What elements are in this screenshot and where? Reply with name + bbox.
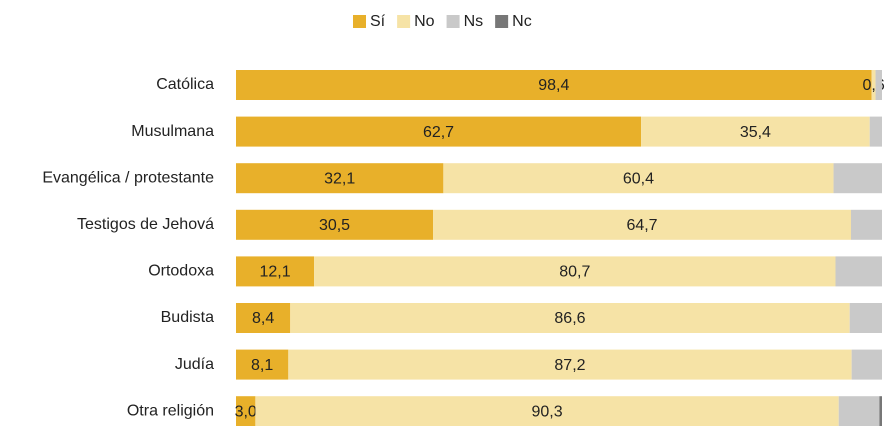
y-tick-label: Católica (156, 76, 214, 93)
data-label: 3,0 (235, 403, 257, 420)
data-label: 64,7 (626, 217, 657, 234)
data-label: 60,4 (623, 170, 654, 187)
data-label: 32,1 (324, 170, 355, 187)
bar-segment (236, 70, 872, 100)
legend-label: Nc (512, 13, 532, 30)
y-tick-label: Musulmana (131, 123, 214, 140)
data-label: 12,1 (260, 264, 291, 281)
bar-segment (871, 70, 876, 100)
legend-swatch (446, 15, 460, 28)
legend-swatch (397, 15, 411, 28)
bar-segment (314, 256, 836, 287)
bar-segment (236, 303, 291, 333)
bar-segment (641, 116, 870, 147)
bar-segment (850, 209, 882, 240)
y-tick-label: Evangélica / protestante (42, 169, 214, 186)
bar-segment (835, 256, 882, 287)
legend-label: No (414, 13, 435, 30)
bar-segment (290, 303, 850, 333)
bar-segment (869, 116, 882, 147)
y-tick-label: Ortodoxa (148, 263, 214, 280)
legend-label: Sí (370, 13, 386, 30)
bar-segment (443, 163, 834, 194)
y-tick-label: Judía (175, 356, 214, 373)
data-label: 87,2 (554, 357, 585, 374)
bar-segment (851, 349, 882, 380)
bar-segment (236, 163, 444, 194)
data-label: 62,7 (423, 124, 454, 141)
legend-swatch (353, 15, 366, 28)
bar-segment (236, 209, 434, 240)
bar-segment (255, 396, 839, 426)
data-label: 35,4 (740, 124, 771, 141)
bar-segment (288, 349, 852, 380)
y-tick-label: Testigos de Jehová (77, 216, 214, 233)
data-label: 86,6 (554, 310, 585, 327)
bar-segment (879, 396, 882, 426)
data-label: 30,5 (319, 217, 350, 234)
bar-segment (236, 256, 315, 287)
bar-segment (849, 303, 882, 333)
bar-segment (433, 209, 851, 240)
bar-segment (236, 116, 642, 147)
data-label: 90,3 (531, 403, 562, 420)
y-tick-label: Budista (161, 309, 214, 326)
data-label: 80,7 (559, 264, 590, 281)
y-tick-label: Otra religión (127, 402, 214, 419)
bar-segment (833, 163, 882, 194)
bar-segment (875, 70, 882, 100)
legend-swatch (495, 15, 509, 28)
data-label: 98,4 (538, 77, 569, 94)
bar-segment (236, 396, 256, 426)
data-label: 8,1 (251, 357, 273, 374)
bar-segment (236, 349, 289, 380)
bar-segment (838, 396, 880, 426)
data-label: 8,4 (252, 310, 274, 327)
legend-label: Ns (464, 13, 484, 30)
